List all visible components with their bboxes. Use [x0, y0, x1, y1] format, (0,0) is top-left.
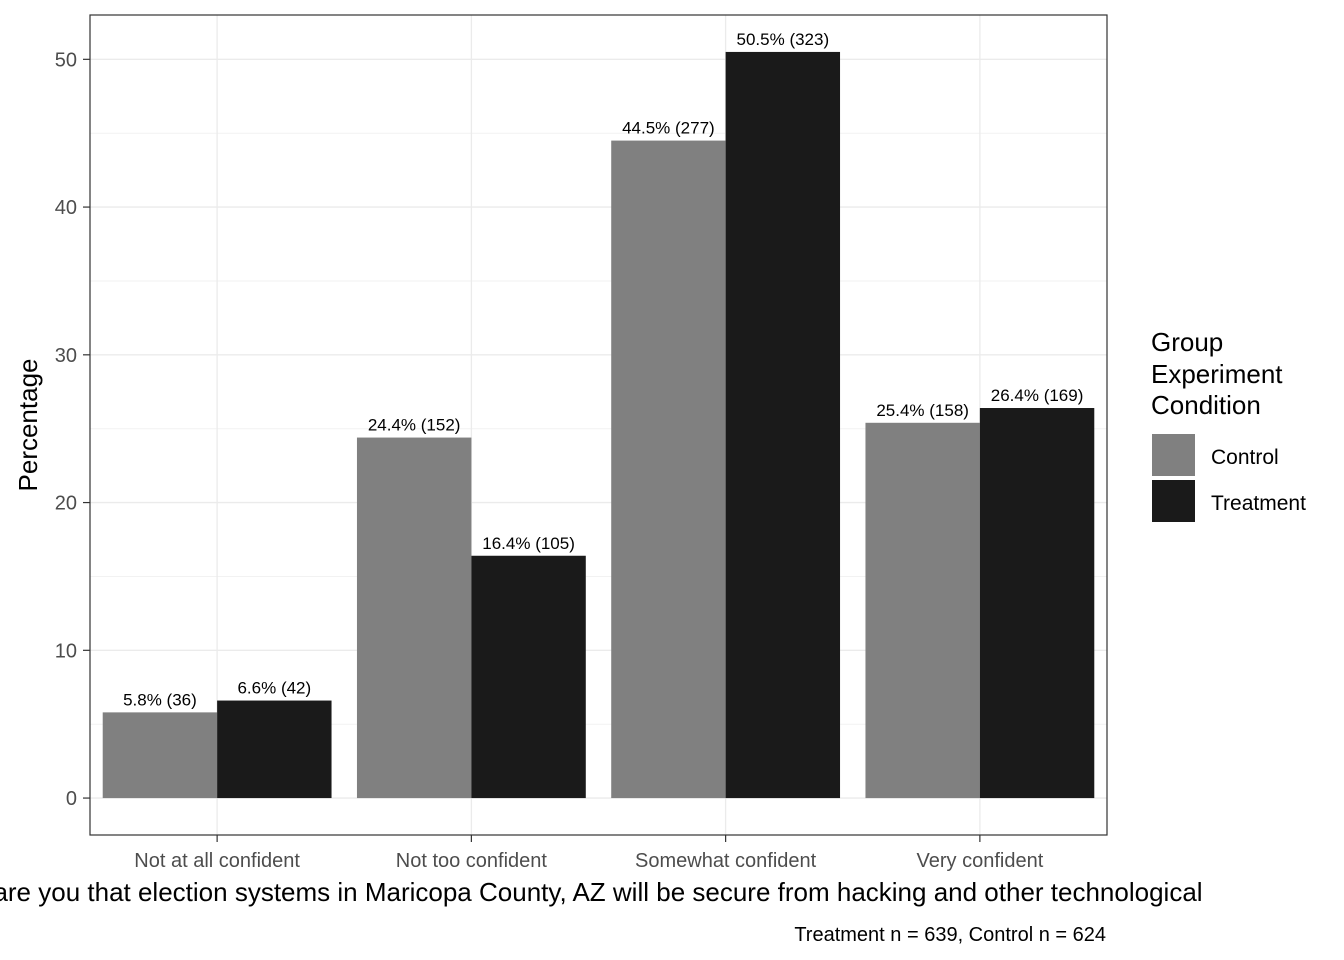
data-label: 44.5% (277)	[622, 119, 715, 138]
y-tick-label: 50	[55, 49, 77, 71]
panel-border	[89, 14, 1108, 836]
data-label: 6.6% (42)	[237, 679, 311, 698]
bars	[102, 51, 1095, 799]
legend-title-line: Experiment	[1151, 359, 1283, 389]
y-tick-label: 30	[55, 345, 77, 367]
x-tick-label: Not at all confident	[134, 850, 300, 872]
data-label: 5.8% (36)	[123, 690, 197, 709]
x-tick-label: Not too confident	[396, 850, 548, 872]
y-tick-label: 20	[55, 493, 77, 515]
x-tick-label: Very confident	[917, 850, 1044, 872]
bar-treatment	[725, 51, 841, 799]
x-axis: Not at all confident Not too confident Som…	[134, 835, 1044, 872]
legend-label-treatment: Treatment	[1211, 492, 1306, 515]
bar-treatment	[979, 408, 1095, 799]
legend-title-line: Condition	[1151, 390, 1261, 420]
data-label: 24.4% (152)	[368, 416, 461, 435]
bar-labels: 5.8% (36) 24.4% (152) 44.5% (277) 25.4% (15…	[123, 30, 1083, 709]
y-axis-title: Percentage	[13, 359, 43, 492]
legend-key-control	[1152, 434, 1195, 476]
x-axis-title: are you that election systems in Maricop…	[0, 877, 1203, 907]
legend-title-line: Group	[1151, 327, 1223, 357]
y-tick-label: 10	[55, 640, 77, 662]
bar-control	[611, 140, 726, 799]
caption: Treatment n = 639, Control n = 624	[794, 924, 1106, 946]
legend-key-treatment	[1152, 480, 1195, 522]
y-tick-label: 0	[66, 788, 77, 810]
bar-control	[865, 422, 980, 799]
data-label: 16.4% (105)	[482, 534, 575, 553]
legend: Group Experiment Condition Control Treat…	[1151, 327, 1306, 522]
data-label: 25.4% (158)	[876, 401, 969, 420]
bar-control	[102, 712, 218, 799]
x-tick-label: Somewhat confident	[635, 850, 817, 872]
bar-treatment	[217, 700, 332, 799]
data-label: 26.4% (169)	[991, 386, 1084, 405]
y-tick-label: 40	[55, 197, 77, 219]
data-label: 50.5% (323)	[737, 30, 830, 49]
legend-label-control: Control	[1211, 446, 1279, 469]
bar-treatment	[471, 555, 586, 799]
y-axis: 0 10 20 30 40 50	[55, 49, 90, 810]
bar-control	[356, 437, 472, 799]
